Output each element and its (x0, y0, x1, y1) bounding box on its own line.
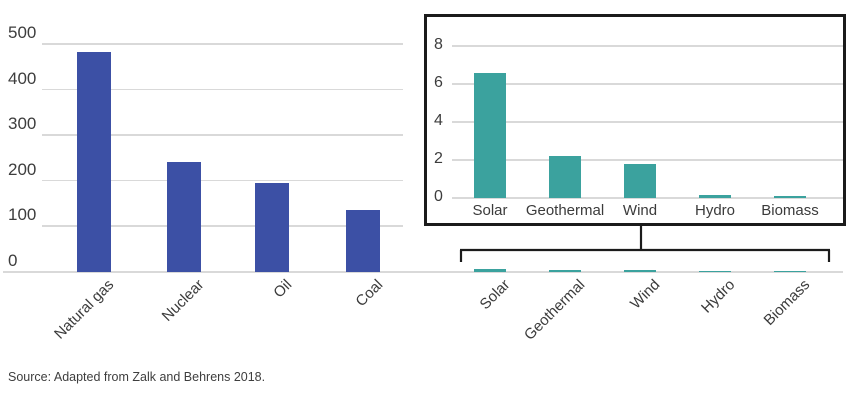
inset-x-label-solar: Solar (472, 202, 508, 219)
inset-x-label-hydro: Hydro (694, 202, 735, 219)
main-gridline-0 (3, 271, 843, 273)
bar-biomass (774, 270, 806, 272)
inset-x-label-wind: Wind (622, 202, 658, 219)
bar-solar (474, 268, 506, 272)
bar-hydro (699, 270, 731, 272)
bar-geothermal (549, 269, 581, 272)
inset-gridline-6 (452, 83, 843, 85)
main-y-tick-label-500: 500 (8, 23, 37, 42)
main-y-tick-label-0: 0 (8, 251, 18, 270)
main-gridline-500 (42, 43, 403, 45)
inset-bar-solar (474, 72, 506, 198)
inset-y-tick-label-4: 4 (434, 112, 443, 129)
bar-natural-gas (77, 52, 111, 272)
main-gridline-200 (42, 179, 403, 182)
inset-bar-hydro (699, 195, 731, 198)
source-note: Source: Adapted from Zalk and Behrens 20… (8, 370, 266, 384)
bar-nuclear (167, 162, 201, 272)
inset-y-tick-label-6: 6 (434, 74, 443, 91)
inset-gridline-2 (452, 159, 843, 161)
inset-gridline-4 (452, 121, 843, 123)
bracket-lines (459, 226, 831, 262)
main-y-tick-label-400: 400 (8, 68, 37, 88)
inset-y-tick-label-8: 8 (434, 36, 443, 53)
main-gridline-400 (42, 88, 403, 91)
inset-y-tick-label-2: 2 (434, 150, 443, 167)
bar-oil (255, 183, 289, 272)
inset-x-label-biomass: Biomass (761, 202, 819, 219)
inset-y-tick-label-0: 0 (434, 188, 443, 205)
main-y-tick-label-200: 200 (8, 159, 37, 179)
main-gridline-300 (42, 134, 403, 136)
inset-bar-geothermal (549, 156, 581, 198)
main-y-tick-label-100: 100 (8, 205, 37, 225)
inset-gridline-8 (452, 45, 843, 47)
inset-bar-biomass (774, 196, 806, 198)
inset-gridline-0 (452, 197, 843, 199)
main-y-tick-label-300: 300 (8, 114, 37, 134)
bar-coal (346, 210, 380, 272)
inset-x-label-geothermal: Geothermal (525, 202, 605, 219)
renewables-inset-chart: 8 6 4 2 0 Solar Geothermal Wind Hydro Biomass (424, 14, 846, 226)
main-gridline-100 (42, 225, 403, 227)
bar-wind (624, 269, 656, 272)
inset-bar-wind (624, 163, 656, 198)
